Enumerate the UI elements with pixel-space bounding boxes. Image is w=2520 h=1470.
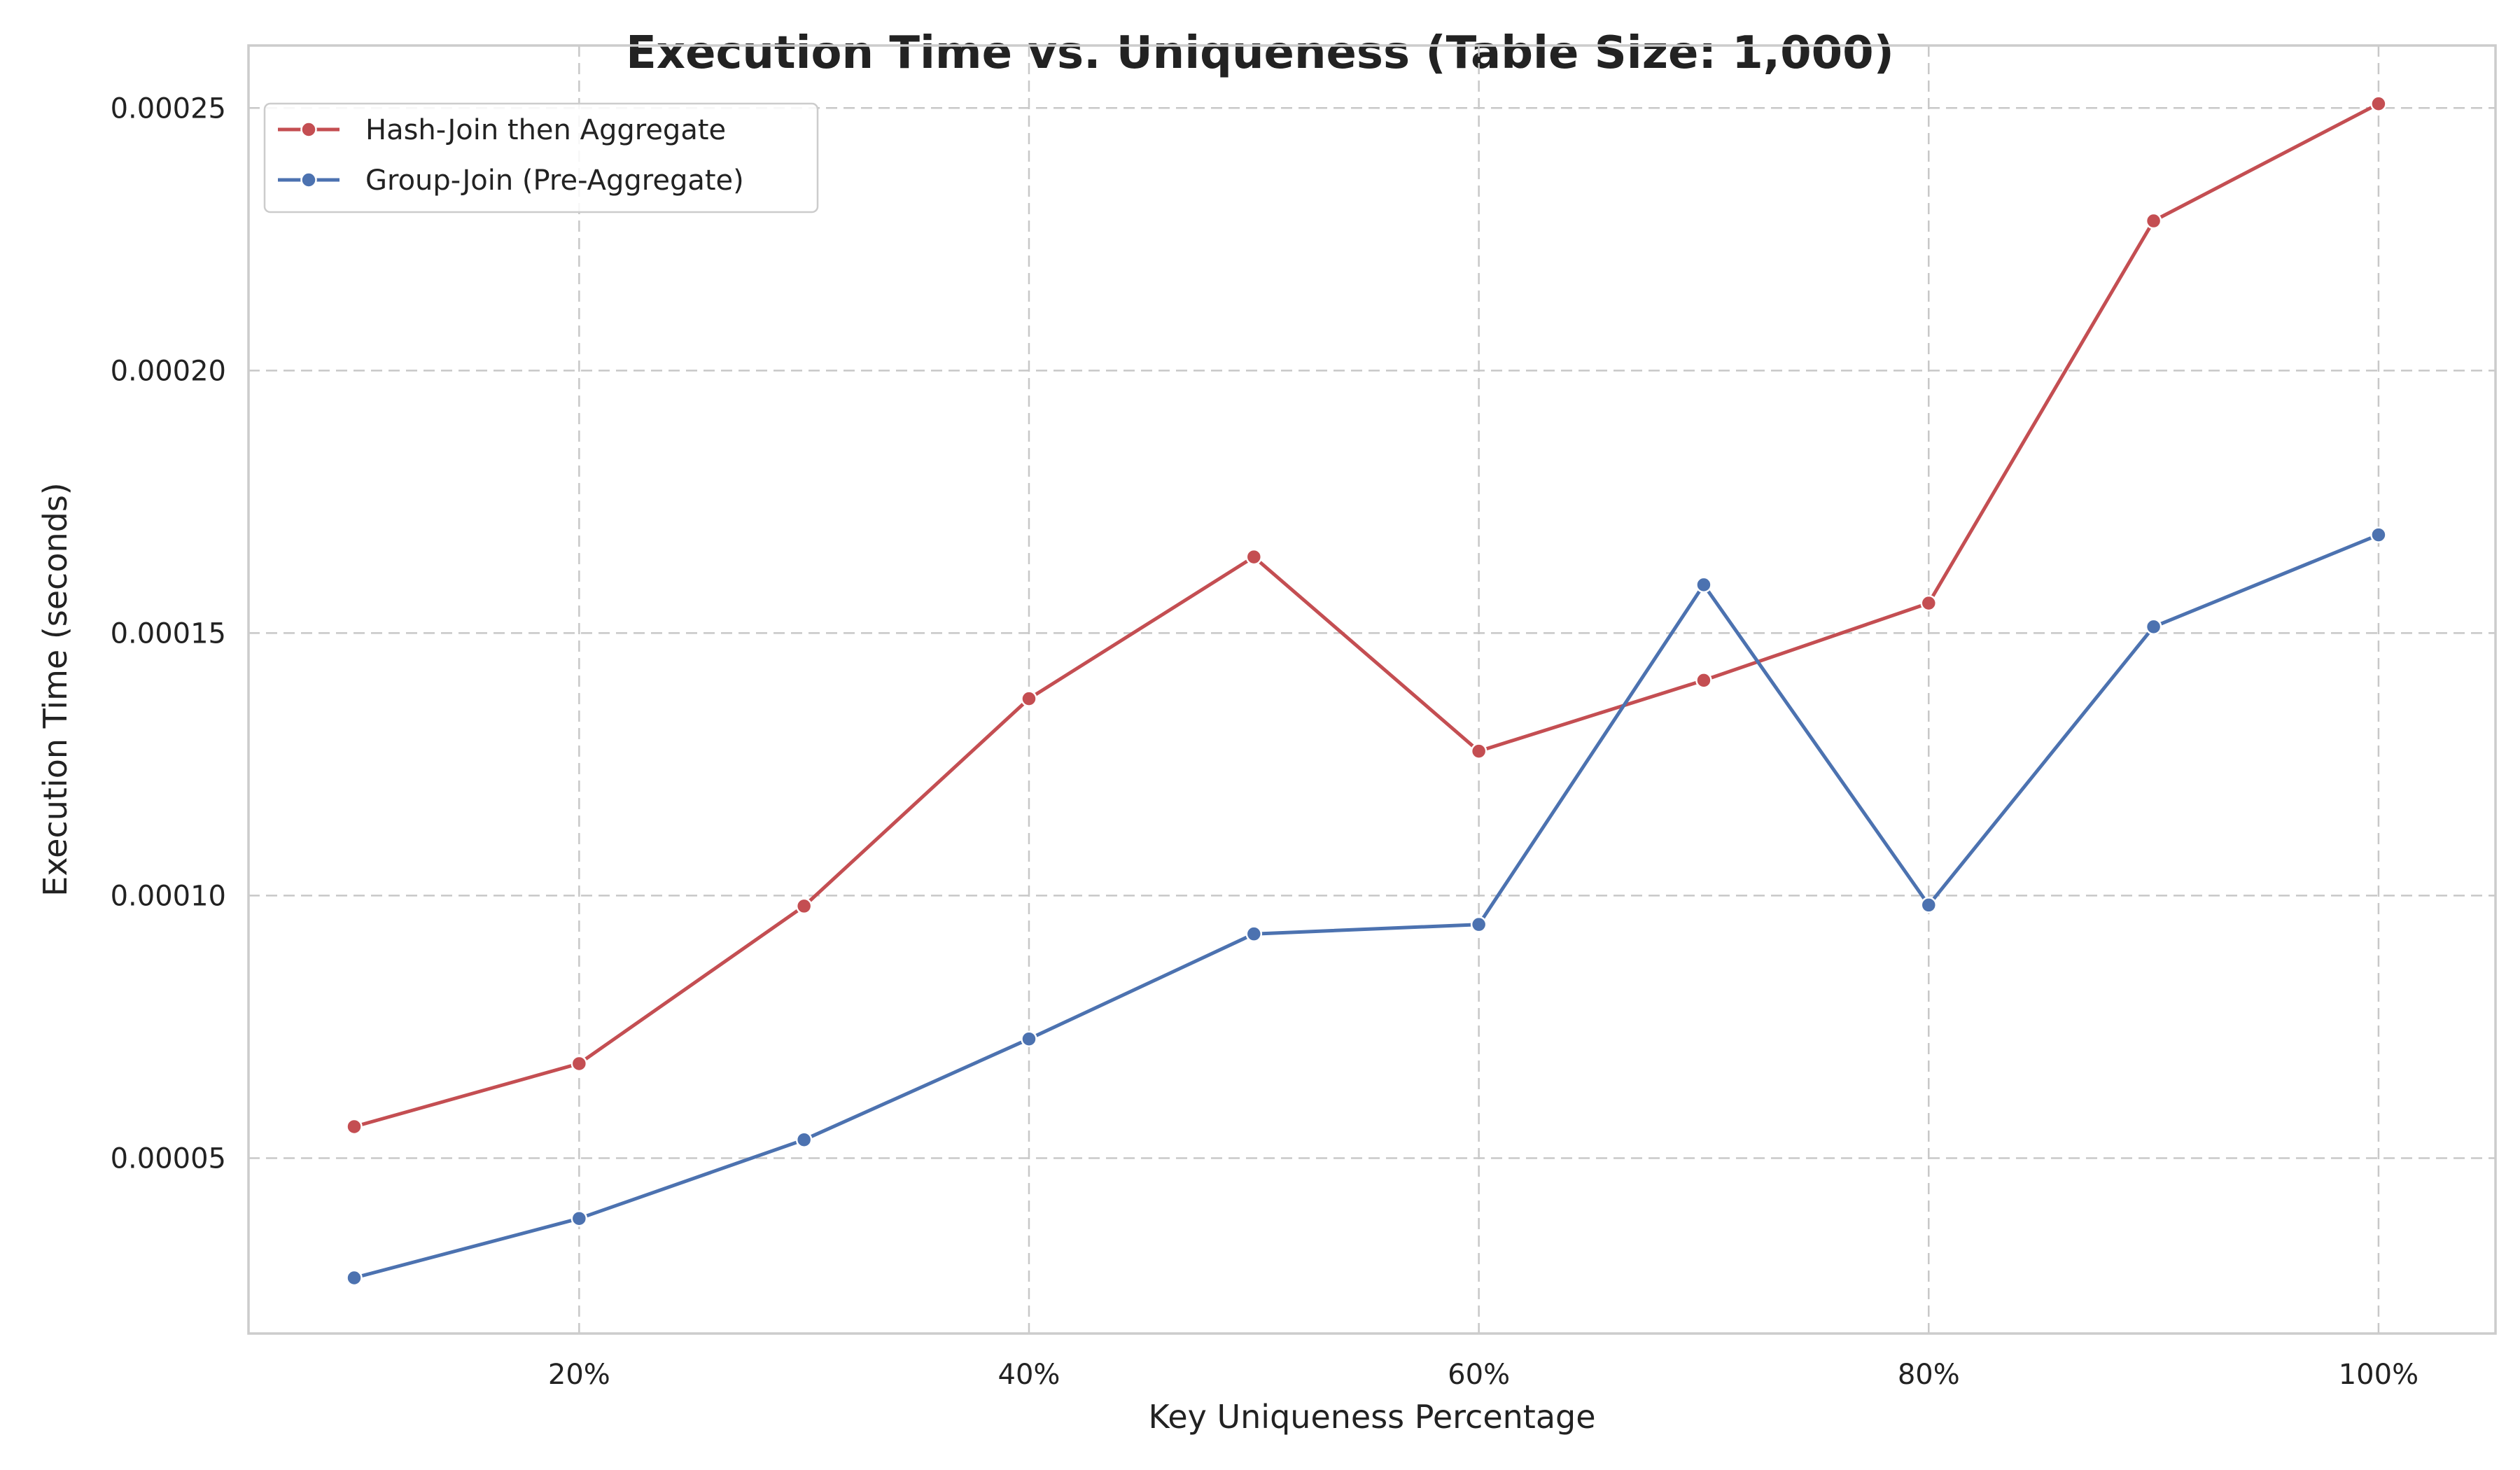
data-point [2145, 618, 2162, 636]
data-point [1920, 594, 1938, 612]
x-tick-label: 60% [1448, 1359, 1510, 1391]
data-point [2370, 95, 2387, 113]
series-line [352, 533, 2381, 1280]
data-point [795, 897, 813, 915]
data-point [570, 1210, 588, 1227]
y-tick-label: 0.00005 [111, 1142, 226, 1175]
data-point [1695, 672, 1712, 689]
chart-title: Execution Time vs. Uniqueness (Table Siz… [626, 27, 1894, 79]
y-tick-label: 0.00015 [111, 617, 226, 650]
series-2 [346, 526, 2387, 1287]
x-tick-label: 100% [2339, 1359, 2418, 1391]
plot-frame [247, 44, 2497, 1335]
data-point [1470, 916, 1488, 933]
data-point [1920, 897, 1938, 913]
data-point [2370, 526, 2387, 543]
legend-box [263, 102, 819, 214]
data-point [1021, 690, 1037, 707]
data-point [1470, 743, 1488, 760]
data-point [1245, 548, 1263, 566]
grid [248, 46, 2496, 1334]
data-point [2145, 212, 2162, 230]
x-tick-label: 40% [998, 1359, 1060, 1391]
series-1 [346, 95, 2387, 1135]
legend-marker [300, 121, 317, 138]
legend-label: Hash-Join then Aggregate [365, 114, 726, 146]
series-line [352, 102, 2381, 1128]
legend-marker [300, 172, 317, 188]
y-axis-label: Execution Time (seconds) [36, 482, 74, 896]
plot-series [346, 95, 2387, 1287]
y-tick-label: 0.00025 [111, 92, 226, 125]
legend: Hash-Join then Aggregate Group-Join (Pre-… [263, 102, 819, 214]
data-point [1695, 576, 1712, 594]
x-tick-label: 20% [548, 1359, 610, 1391]
data-point [795, 1131, 813, 1148]
data-point [346, 1118, 363, 1135]
data-point [570, 1055, 588, 1072]
axis-ticks: 20% 40% 60% 80% 100% 0.00005 0.00010 0.00015 0.0… [111, 92, 2419, 1391]
legend-label: Group-Join (Pre-Aggregate) [365, 164, 744, 197]
data-point [1021, 1030, 1037, 1047]
x-tick-label: 80% [1898, 1359, 1960, 1391]
data-point [1245, 925, 1263, 942]
y-tick-label: 0.00010 [111, 880, 226, 912]
y-tick-label: 0.00020 [111, 355, 226, 387]
x-axis-label: Key Uniqueness Percentage [1148, 1398, 1595, 1436]
data-point [346, 1269, 363, 1287]
